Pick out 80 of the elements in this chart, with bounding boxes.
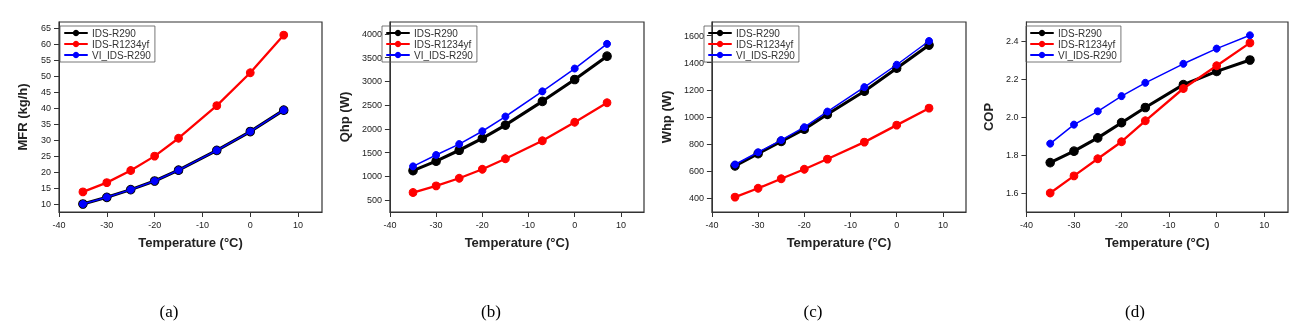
legend-label: VI_IDS-R290	[1058, 49, 1118, 61]
y-tick-label: 40	[40, 103, 51, 114]
y-tick-label: 3000	[361, 76, 382, 87]
x-tick-label: 0	[1214, 219, 1220, 230]
legend-label: IDS-R1234yf	[736, 38, 794, 50]
y-tick-label: 400	[688, 193, 704, 204]
legend-label: IDS-R290	[736, 27, 781, 39]
x-tick-label: -40	[705, 219, 719, 230]
y-tick-label: 25	[40, 151, 51, 162]
legend-label: VI_IDS-R290	[736, 49, 796, 61]
y-tick-label: 600	[688, 166, 704, 177]
text: (b)	[481, 302, 501, 321]
y-axis-title: Whp (W)	[659, 90, 674, 144]
x-tick-label: -40	[52, 219, 66, 230]
x-tick-label: 0	[247, 219, 253, 230]
x-tick-label: -30	[1067, 219, 1081, 230]
y-tick-label: 1500	[361, 147, 382, 158]
y-tick-label: 2.4	[1005, 36, 1019, 46]
x-tick-label: 10	[937, 219, 948, 230]
x-tick-label: -30	[100, 219, 114, 230]
y-tick-label: 15	[40, 183, 51, 194]
y-tick-label: 1000	[361, 171, 382, 182]
y-tick-label: 55	[40, 55, 51, 66]
y-tick-label: 2.0	[1005, 112, 1019, 122]
x-axis-title: Temperature (°C)	[464, 235, 570, 250]
y-tick-label: 1600	[683, 30, 704, 41]
legend-label: IDS-R1234yf	[414, 38, 472, 50]
legend-label: IDS-R1234yf	[92, 38, 150, 50]
y-tick-label: 3500	[361, 52, 382, 63]
x-tick-label: 10	[293, 219, 304, 230]
x-tick-label: -10	[844, 219, 858, 230]
y-axis-title: MFR (kg/h)	[15, 83, 30, 151]
y-axis-title: COP	[981, 102, 996, 132]
y-tick-label: 60	[40, 39, 51, 50]
x-tick-label: -40	[1019, 219, 1033, 230]
x-tick-label: -40	[383, 219, 397, 230]
x-tick-label: -30	[429, 219, 443, 230]
y-tick-label: 800	[688, 139, 704, 150]
x-tick-label: -20	[1115, 219, 1129, 230]
y-tick-label: 65	[40, 23, 51, 34]
y-tick-label: 50	[40, 71, 51, 82]
text: (d)	[1125, 302, 1145, 321]
x-tick-label: 10	[1259, 219, 1270, 230]
y-tick-label: 20	[40, 167, 51, 178]
y-tick-label: 30	[40, 135, 51, 146]
x-tick-label: -10	[522, 219, 536, 230]
text: (a)	[159, 302, 179, 321]
x-tick-label: -30	[751, 219, 765, 230]
y-tick-label: 2.2	[1005, 74, 1019, 84]
x-tick-label: -10	[195, 219, 209, 230]
y-tick-label: 35	[40, 119, 51, 130]
x-tick-label: 10	[615, 219, 626, 230]
legend-label: VI_IDS-R290	[92, 49, 152, 61]
y-tick-label: 1400	[683, 57, 704, 68]
legend-label: IDS-R290	[1058, 27, 1103, 39]
y-tick-label: 1000	[683, 112, 704, 122]
x-axis-title: Temperature (°C)	[138, 235, 243, 250]
y-tick-label: 1.6	[1005, 188, 1019, 198]
x-tick-label: -20	[148, 219, 162, 230]
y-axis-title: Qhp (W)	[337, 91, 352, 143]
x-tick-label: -10	[1162, 219, 1176, 230]
y-tick-label: 1.8	[1005, 150, 1019, 160]
legend-label: IDS-R1234yf	[1058, 38, 1116, 50]
legend-label: VI_IDS-R290	[414, 49, 474, 61]
y-tick-label: 500	[366, 195, 382, 206]
x-tick-label: 0	[894, 219, 900, 230]
x-axis-title: Temperature (°C)	[786, 235, 892, 250]
legend-label: IDS-R290	[414, 27, 459, 39]
x-tick-label: 0	[572, 219, 578, 230]
x-tick-label: -20	[475, 219, 489, 230]
text: (c)	[803, 302, 823, 321]
x-axis-title: Temperature (°C)	[1104, 235, 1210, 250]
y-tick-label: 4000	[361, 28, 382, 39]
legend-label: IDS-R290	[92, 27, 137, 39]
x-tick-label: -20	[797, 219, 811, 230]
y-tick-label: 45	[40, 87, 51, 98]
y-tick-label: 10	[40, 199, 51, 210]
y-tick-label: 2500	[361, 100, 382, 111]
y-tick-label: 2000	[361, 123, 382, 134]
y-tick-label: 1200	[683, 84, 704, 95]
